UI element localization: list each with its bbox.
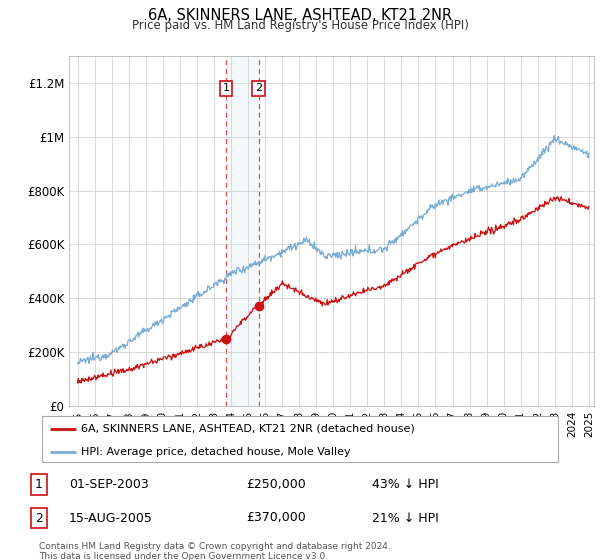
Text: £370,000: £370,000 <box>246 511 306 525</box>
Text: 2: 2 <box>35 511 43 525</box>
Text: 01-SEP-2003: 01-SEP-2003 <box>69 478 149 491</box>
Text: 1: 1 <box>35 478 43 491</box>
Text: 6A, SKINNERS LANE, ASHTEAD, KT21 2NR (detached house): 6A, SKINNERS LANE, ASHTEAD, KT21 2NR (de… <box>80 424 415 434</box>
Text: 6A, SKINNERS LANE, ASHTEAD, KT21 2NR: 6A, SKINNERS LANE, ASHTEAD, KT21 2NR <box>148 8 452 24</box>
Text: £250,000: £250,000 <box>246 478 306 491</box>
Text: HPI: Average price, detached house, Mole Valley: HPI: Average price, detached house, Mole… <box>80 447 350 457</box>
Text: 2: 2 <box>255 83 262 94</box>
Text: Contains HM Land Registry data © Crown copyright and database right 2024.
This d: Contains HM Land Registry data © Crown c… <box>39 542 391 560</box>
Text: 15-AUG-2005: 15-AUG-2005 <box>69 511 153 525</box>
Text: 21% ↓ HPI: 21% ↓ HPI <box>372 511 439 525</box>
Bar <box>226 56 259 406</box>
Text: 1: 1 <box>223 83 229 94</box>
Text: Price paid vs. HM Land Registry's House Price Index (HPI): Price paid vs. HM Land Registry's House … <box>131 19 469 32</box>
Text: 43% ↓ HPI: 43% ↓ HPI <box>372 478 439 491</box>
